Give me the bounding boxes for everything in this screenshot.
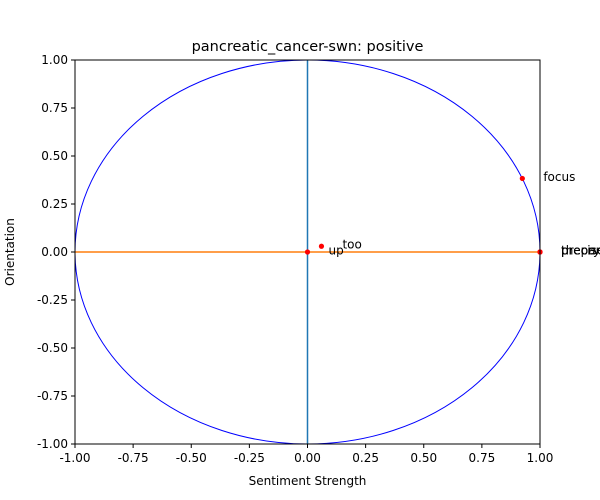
point-label-precise: precise bbox=[561, 244, 600, 258]
point-label-too: too bbox=[342, 238, 361, 252]
x-tick-label: 0.75 bbox=[469, 451, 496, 465]
point-label-prepare: prepare bbox=[561, 244, 600, 258]
x-tick-label: 0.25 bbox=[352, 451, 379, 465]
point-label-focus: focus bbox=[543, 170, 575, 184]
y-tick-label: -0.75 bbox=[37, 389, 68, 403]
point-label-up: up bbox=[329, 244, 344, 258]
x-axis-label: Sentiment Strength bbox=[249, 474, 367, 488]
y-axis-label: Orientation bbox=[3, 218, 17, 286]
x-tick-label: -1.00 bbox=[59, 451, 90, 465]
y-tick-label: 0.75 bbox=[41, 101, 68, 115]
x-tick-label: -0.75 bbox=[118, 451, 149, 465]
y-tick-label: 0.25 bbox=[41, 197, 68, 211]
y-tick-label: 0.50 bbox=[41, 149, 68, 163]
y-tick-label: -0.50 bbox=[37, 341, 68, 355]
x-tick-label: 1.00 bbox=[527, 451, 554, 465]
point-label-theory: theory bbox=[561, 244, 600, 258]
y-axis-ticks: -1.00 -0.75 -0.50 -0.25 0.00 0.25 0.50 0.75 1.00 bbox=[37, 53, 75, 451]
data-point-up bbox=[304, 249, 311, 255]
data-point-focus bbox=[519, 175, 525, 182]
x-tick-label: -0.25 bbox=[234, 451, 265, 465]
y-tick-label: 0.00 bbox=[41, 245, 68, 259]
y-tick-label: 1.00 bbox=[41, 53, 68, 67]
chart-title: pancreatic_cancer-swn: positive bbox=[192, 39, 424, 55]
x-tick-label: 0.50 bbox=[410, 451, 437, 465]
x-tick-label: -0.50 bbox=[176, 451, 207, 465]
y-tick-label: -1.00 bbox=[37, 437, 68, 451]
data-point-too bbox=[318, 243, 325, 249]
x-tick-label: 0.00 bbox=[294, 451, 321, 465]
x-axis-ticks: -1.00 -0.75 -0.50 -0.25 0.00 0.25 0.50 0.75 1.00 bbox=[59, 444, 553, 465]
y-tick-label: -0.25 bbox=[37, 293, 68, 307]
